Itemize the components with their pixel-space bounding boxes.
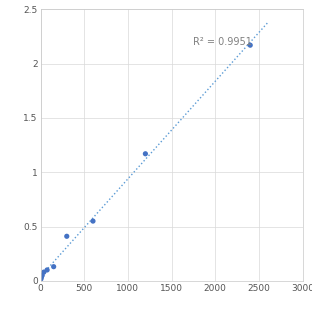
Point: [45, 267, 50, 272]
Point: [248, 43, 253, 48]
Point: [41, 270, 46, 275]
Point: [51, 264, 56, 269]
Point: [90, 219, 95, 224]
Point: [38, 276, 43, 281]
Point: [64, 234, 69, 239]
Point: [143, 151, 148, 156]
Text: R² = 0.9951: R² = 0.9951: [193, 37, 252, 47]
Point: [39, 275, 44, 280]
Point: [40, 273, 45, 278]
